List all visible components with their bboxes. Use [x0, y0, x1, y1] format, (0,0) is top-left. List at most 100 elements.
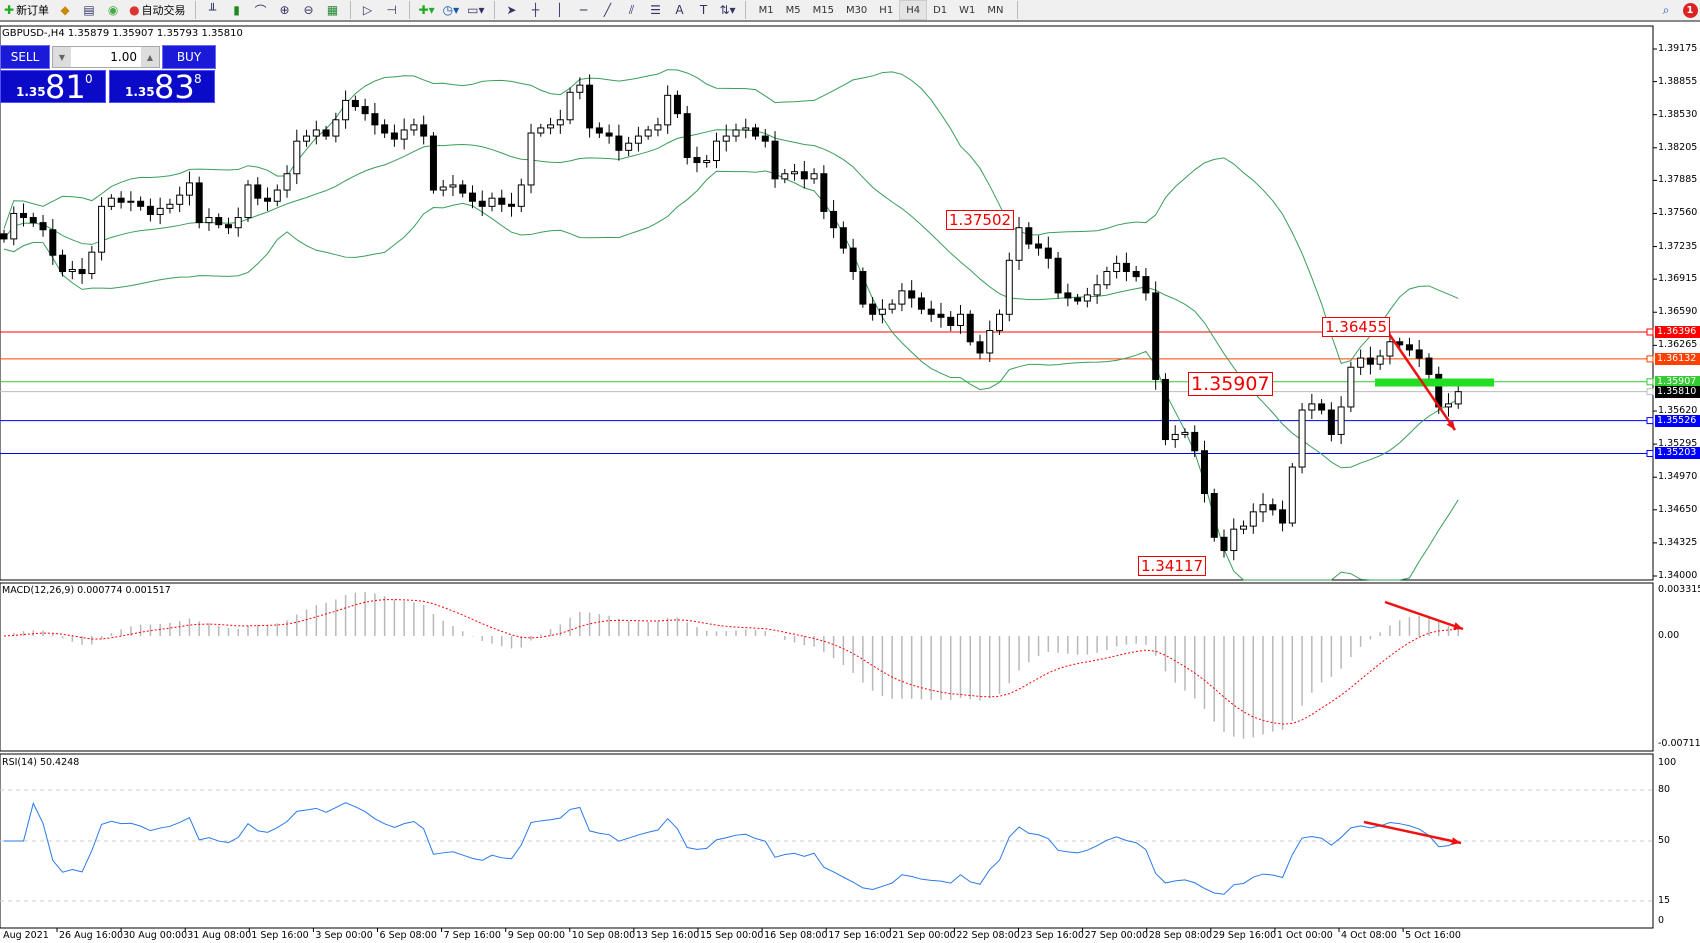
arrows-icon[interactable]: ⇅▾: [719, 3, 736, 17]
buy-button[interactable]: BUY: [162, 45, 216, 69]
timeframe-m30[interactable]: M30: [845, 4, 868, 16]
crosshair-icon[interactable]: ┼: [531, 3, 540, 17]
trendline-icon[interactable]: ╱: [603, 3, 612, 17]
candle: [937, 313, 945, 318]
market-watch-icon[interactable]: ◆: [60, 3, 70, 17]
candle: [205, 217, 213, 224]
candle: [1240, 525, 1248, 530]
zoom-in-icon[interactable]: ⊕: [279, 3, 290, 17]
low-annotation[interactable]: 1.34117: [1138, 556, 1207, 576]
increase-lot-icon[interactable]: ▲: [141, 47, 159, 67]
decrease-lot-icon[interactable]: ▼: [53, 47, 71, 67]
candle: [771, 140, 779, 180]
time-tick: 22 Sep 08:00: [956, 930, 1020, 941]
auto-trading-icon: ●: [129, 3, 140, 17]
templates-icon[interactable]: ▭▾: [467, 3, 485, 17]
timeframe-d1[interactable]: D1: [933, 4, 948, 16]
line-chart-icon[interactable]: ⌒: [254, 3, 267, 18]
candle: [1122, 262, 1130, 273]
time-tick: 3 Sep 00:00: [315, 930, 373, 941]
timeframe-m5[interactable]: M5: [785, 4, 801, 16]
candle: [810, 173, 818, 180]
tile-windows-icon[interactable]: ▦: [326, 3, 339, 17]
level-annotation[interactable]: 1.35907: [1188, 372, 1273, 396]
high-annotation[interactable]: 1.36455: [1322, 317, 1391, 337]
fibonacci-icon[interactable]: ☰: [650, 3, 661, 17]
candle: [107, 197, 115, 207]
text-icon[interactable]: A: [675, 3, 684, 17]
price-tick: 1.34650: [1658, 503, 1698, 515]
macd-panel: [0, 582, 1654, 752]
timeframe-h4[interactable]: H4: [899, 0, 928, 20]
notifications-button[interactable]: 1: [1680, 0, 1700, 20]
timeframe-h1[interactable]: H1: [879, 4, 894, 16]
candle: [1093, 284, 1101, 296]
candle: [1191, 431, 1199, 452]
candle: [752, 127, 760, 137]
candle: [498, 197, 506, 205]
sell-price[interactable]: 1.35 81 0: [0, 68, 106, 106]
candle: [1005, 259, 1013, 315]
time-tick: 1 Sep 16:00: [251, 930, 309, 941]
auto-trading-button[interactable]: ● 自动交易: [129, 3, 186, 17]
candle: [1074, 297, 1082, 302]
timeframe-w1[interactable]: W1: [959, 4, 976, 16]
navigator-icon[interactable]: ▤: [83, 3, 95, 17]
candle: [1376, 355, 1384, 365]
text-label-icon[interactable]: T: [699, 3, 708, 17]
candle: [1318, 403, 1326, 411]
candle: [1064, 292, 1072, 299]
time-tick: 1 Oct 00:00: [1276, 930, 1333, 941]
time-tick: 5 Oct 16:00: [1405, 930, 1461, 941]
candle: [869, 303, 877, 315]
time-tick: 6 Sep 08:00: [379, 930, 437, 941]
lot-size-input[interactable]: ▼ 1.00 ▲: [52, 46, 160, 68]
cursor-icon[interactable]: ➤: [506, 3, 517, 17]
price-tick: 1.34000: [1658, 570, 1698, 581]
indicators-icon[interactable]: ✚▾: [418, 3, 435, 17]
timeframe-bar: M1 M5 M15 M30 H1 H4 D1 W1 MN: [753, 0, 1010, 20]
horizontal-line-icon[interactable]: ─: [579, 3, 588, 17]
high-annotation[interactable]: 1.37502: [946, 210, 1015, 230]
candle: [654, 124, 662, 131]
auto-scroll-icon[interactable]: ▷: [362, 3, 373, 17]
price-line-tag: 1.35203: [1655, 447, 1700, 460]
bar-chart-icon[interactable]: ╨: [208, 3, 217, 17]
new-order-button[interactable]: ✚ 新订单: [4, 3, 50, 17]
candle: [1405, 344, 1413, 351]
price-tick: 1.36590: [1658, 306, 1698, 318]
candle: [1054, 257, 1062, 294]
candle: [1269, 504, 1277, 511]
buy-price[interactable]: 1.35 83 8: [109, 68, 215, 106]
zoom-out-icon[interactable]: ⊖: [303, 3, 314, 17]
vertical-line-icon[interactable]: │: [555, 3, 564, 17]
time-tick: 29 Sep 16:00: [1212, 930, 1277, 941]
equidistant-channel-icon[interactable]: ⫽: [628, 2, 635, 17]
candle: [576, 84, 584, 93]
candle: [898, 290, 906, 305]
timeframe-m15[interactable]: M15: [812, 4, 834, 16]
timeframe-m1[interactable]: M1: [758, 4, 774, 16]
periods-icon[interactable]: ◷▾: [442, 3, 460, 17]
divider: [349, 1, 351, 19]
candle: [1279, 509, 1287, 524]
candlestick-icon[interactable]: ▮: [233, 3, 240, 17]
chart-shift-icon[interactable]: ⊣: [386, 3, 397, 17]
candle: [449, 184, 457, 188]
time-tick: 15 Sep 00:00: [700, 930, 764, 941]
candle: [800, 171, 808, 180]
candle: [1308, 403, 1316, 411]
candle: [98, 205, 106, 253]
candle: [673, 94, 681, 115]
candle: [1288, 466, 1296, 524]
candle: [1132, 271, 1140, 278]
search-icon[interactable]: ⌕: [1662, 2, 1670, 17]
candle: [400, 129, 408, 140]
timeframe-mn[interactable]: MN: [987, 4, 1004, 16]
price-line-handle: [1646, 328, 1654, 336]
signal-icon[interactable]: ◉: [107, 3, 119, 17]
candle: [0, 233, 8, 240]
candle: [732, 129, 740, 137]
sell-button[interactable]: SELL: [0, 45, 50, 69]
